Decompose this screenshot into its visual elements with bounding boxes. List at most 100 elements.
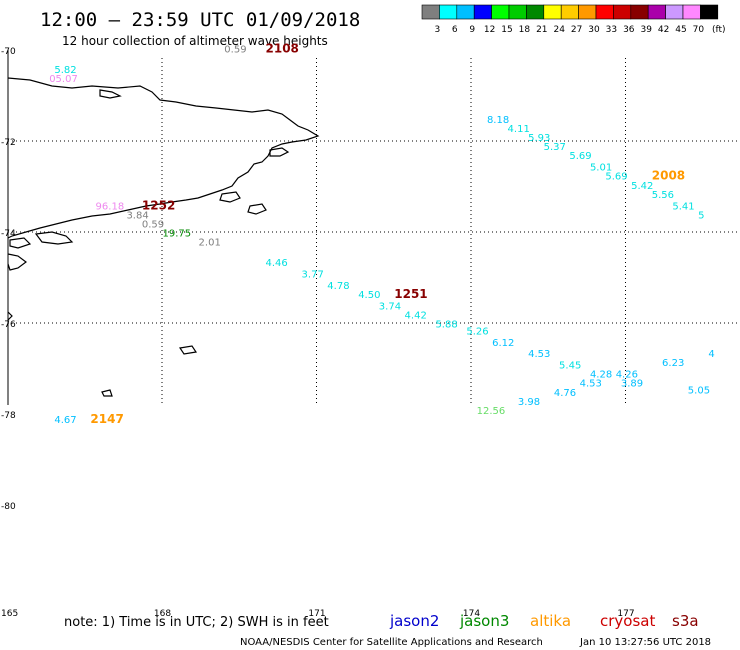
legend-unit: (ft) <box>712 25 726 35</box>
satellite-s3a: s3a <box>672 612 699 630</box>
longitude-labels: 165 168 171 174 177 <box>1 609 635 619</box>
legend-tick-label: 39 <box>640 25 652 35</box>
legend-swatch <box>630 4 649 20</box>
wave-height-label: 5.05 <box>688 386 710 397</box>
legend-swatch <box>491 4 510 20</box>
wave-height-label: 8.18 <box>487 115 509 126</box>
wave-height-label: 0.59 <box>142 219 164 230</box>
wave-height-label: 5.69 <box>605 172 627 183</box>
legend-swatch <box>508 4 527 20</box>
latitude-label: -74 <box>1 229 16 239</box>
pass-time-label: 1252 <box>142 198 175 212</box>
legend-tick-label: 3 <box>435 25 441 35</box>
latitude-label: -76 <box>1 320 16 330</box>
pass-time-label: 2108 <box>266 41 299 55</box>
color-legend: 3 6 9 12 15 18 21 24 27 30 33 36 39 42 45 70 <box>421 4 719 35</box>
longitude-label: 171 <box>308 609 325 619</box>
satellite-jason2: jason2 <box>389 612 439 630</box>
wave-height-label: 5.37 <box>544 142 566 153</box>
wave-height-label: 12.56 <box>477 406 506 417</box>
wave-height-label: 2.01 <box>199 238 221 249</box>
legend-swatch <box>421 4 440 20</box>
wave-height-label: 6.23 <box>662 358 684 369</box>
pass-time-label: 2008 <box>652 169 685 183</box>
wave-height-label: 5.42 <box>631 181 653 192</box>
wave-height-label: 5.69 <box>569 151 591 162</box>
wave-height-label: 4.76 <box>554 388 576 399</box>
wave-height-label: 4.42 <box>405 310 427 321</box>
pass-time-label: 2147 <box>90 412 123 426</box>
legend-tick-label: 6 <box>452 25 458 35</box>
legend-swatch <box>647 4 666 20</box>
latitude-label: -78 <box>1 411 16 421</box>
legend-tick-label: 18 <box>519 25 531 35</box>
wave-height-label: 0.59 <box>224 44 246 55</box>
wave-height-label: 3.98 <box>518 397 540 408</box>
legend-tick-label: 70 <box>693 25 705 35</box>
wave-height-label: 4.78 <box>327 281 349 292</box>
legend-tick-label: 24 <box>553 25 565 35</box>
legend-swatch <box>560 4 579 20</box>
graticule-grid <box>8 58 740 405</box>
wave-height-label: 4.50 <box>358 290 380 301</box>
legend-swatch <box>682 4 701 20</box>
legend-swatch <box>456 4 475 20</box>
wave-height-label: 5.26 <box>466 326 488 337</box>
page-title: 12:00 – 23:59 UTC 01/09/2018 <box>40 9 360 31</box>
wave-height-label: 4.53 <box>528 349 550 360</box>
footer-timestamp: Jan 10 13:27:56 UTC 2018 <box>579 637 711 648</box>
wave-height-label: 5.41 <box>672 201 694 212</box>
wave-height-label: 5 <box>698 210 704 221</box>
satellite-altika: altika <box>530 612 571 630</box>
footer-note: note: 1) Time is in UTC; 2) SWH is in fe… <box>64 615 329 630</box>
satellite-cryosat: cryosat <box>600 612 655 630</box>
legend-tick-label: 33 <box>606 25 617 35</box>
legend-tick-label: 42 <box>658 25 669 35</box>
wave-height-label: 96.18 <box>96 201 125 212</box>
legend-tick-label: 30 <box>588 25 600 35</box>
wave-height-label: 3.74 <box>379 301 401 312</box>
wave-height-label: 5.82 <box>54 65 76 76</box>
wave-height-label: 5.93 <box>528 133 550 144</box>
longitude-label: 168 <box>154 609 171 619</box>
wave-height-label: 05.07 <box>49 74 78 85</box>
latitude-label: -72 <box>1 138 16 148</box>
wave-height-label: 4.11 <box>508 124 530 135</box>
wave-height-label: 4.46 <box>266 258 288 269</box>
wave-height-label: 4.53 <box>580 379 602 390</box>
wave-height-label: 4.28 <box>590 370 612 381</box>
legend-tick-label: 12 <box>484 25 495 35</box>
legend-tick-label: 36 <box>623 25 635 35</box>
legend-tick-label: 45 <box>675 25 686 35</box>
legend-swatch <box>473 4 492 20</box>
wave-height-label: 6.12 <box>492 338 514 349</box>
longitude-label: 174 <box>463 609 480 619</box>
legend-swatch <box>665 4 684 20</box>
legend-swatch <box>613 4 632 20</box>
legend-swatch <box>526 4 545 20</box>
satellite-legend: jason2 jason3 altika cryosat s3a <box>389 612 699 630</box>
legend-tick-label: 27 <box>571 25 582 35</box>
legend-swatch <box>543 4 562 20</box>
wave-height-label: 3.84 <box>126 210 148 221</box>
latitude-labels: -70 -72 -74 -76 -78 -80 <box>1 47 16 512</box>
longitude-label: 177 <box>617 609 634 619</box>
wave-height-label: 4 <box>708 349 714 360</box>
wave-height-label: 3.77 <box>302 270 324 281</box>
footer-credit: NOAA/NESDIS Center for Satellite Applica… <box>240 637 543 648</box>
coastline <box>7 77 320 397</box>
legend-swatch <box>595 4 614 20</box>
latitude-label: -70 <box>1 47 16 57</box>
legend-swatch <box>700 4 719 20</box>
wave-height-label: 19.75 <box>163 229 192 240</box>
legend-tick-label: 21 <box>536 25 547 35</box>
wave-height-label: 4.67 <box>54 415 76 426</box>
legend-tick-label: 9 <box>469 25 475 35</box>
longitude-label: 165 <box>1 609 18 619</box>
wave-height-label: 4.26 <box>616 370 638 381</box>
wave-height-label: 5.45 <box>559 361 581 372</box>
page-subtitle: 12 hour collection of altimeter wave hei… <box>62 34 328 48</box>
legend-swatch <box>578 4 597 20</box>
